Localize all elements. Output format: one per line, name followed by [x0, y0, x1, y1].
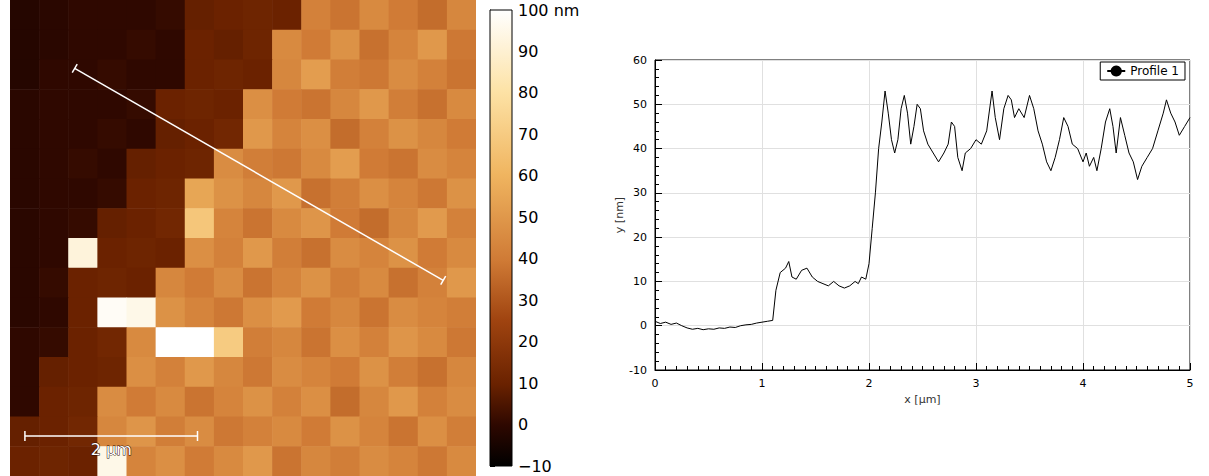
svg-text:5: 5 — [1187, 377, 1194, 390]
svg-text:2 µm: 2 µm — [91, 440, 132, 459]
svg-text:80: 80 — [518, 83, 538, 102]
svg-text:70: 70 — [518, 125, 538, 144]
svg-text:60: 60 — [633, 54, 647, 67]
svg-text:4: 4 — [1080, 377, 1087, 390]
svg-text:10: 10 — [633, 275, 647, 288]
svg-text:−10: −10 — [518, 457, 552, 476]
svg-text:2: 2 — [866, 377, 873, 390]
svg-text:40: 40 — [518, 249, 538, 268]
svg-text:100 nm: 100 nm — [518, 1, 579, 20]
svg-text:20: 20 — [518, 332, 538, 351]
svg-text:10: 10 — [518, 374, 538, 393]
svg-text:0: 0 — [518, 415, 528, 434]
svg-text:30: 30 — [633, 186, 647, 199]
svg-text:90: 90 — [518, 42, 538, 61]
svg-text:x [µm]: x [µm] — [904, 393, 940, 406]
svg-text:50: 50 — [633, 98, 647, 111]
svg-text:20: 20 — [633, 231, 647, 244]
svg-text:0: 0 — [652, 377, 659, 390]
svg-text:0: 0 — [640, 319, 647, 332]
svg-text:-10: -10 — [629, 364, 647, 377]
svg-text:50: 50 — [518, 208, 538, 227]
svg-text:60: 60 — [518, 166, 538, 185]
svg-text:40: 40 — [633, 142, 647, 155]
svg-text:1: 1 — [759, 377, 766, 390]
svg-text:y [nm]: y [nm] — [613, 197, 626, 233]
svg-text:30: 30 — [518, 291, 538, 310]
svg-text:Profile 1: Profile 1 — [1130, 64, 1179, 78]
svg-text:3: 3 — [973, 377, 980, 390]
